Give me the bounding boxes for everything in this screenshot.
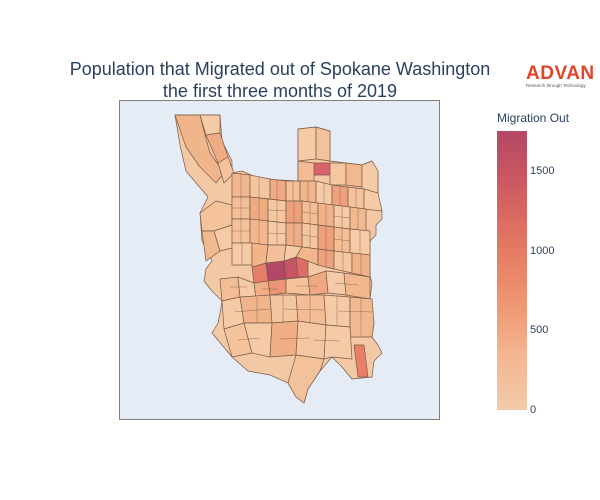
tract-band4-c xyxy=(265,244,287,264)
advan-logo: ADVAN Research through Technology xyxy=(526,64,596,89)
map-plot-area[interactable] xyxy=(119,100,440,420)
tract-north-highlight xyxy=(313,162,331,176)
chart-title-line-1: Population that Migrated out of Spokane … xyxy=(69,59,491,79)
spokane-tract-map xyxy=(174,114,383,404)
tract-north-a xyxy=(297,126,317,162)
tract-central-mid-e xyxy=(267,278,287,296)
logo-wordmark: ADVAN xyxy=(526,63,595,84)
tract-north-d xyxy=(329,162,347,186)
tract-south-tail xyxy=(287,354,325,404)
tract-boundary-lines xyxy=(230,173,373,342)
colorbar-gradient xyxy=(497,131,527,410)
tract-north-e xyxy=(345,162,363,188)
tract-south-k xyxy=(323,324,353,360)
colorbar-tick-label: 1500 xyxy=(530,164,555,177)
tract-band1-b xyxy=(249,174,271,200)
tract-south-east-strip xyxy=(353,344,369,378)
tract-band1-c xyxy=(269,178,287,202)
tract-north-f xyxy=(361,160,379,194)
tract-band1-i xyxy=(363,188,383,212)
tract-north-b xyxy=(315,126,331,162)
colorbar-tick-label: 0 xyxy=(530,404,537,416)
colorbar-tick-label: 1000 xyxy=(530,244,555,257)
chart-title: Population that Migrated out of Spokane … xyxy=(30,58,530,102)
tract-south-f xyxy=(349,296,375,338)
tract-band4-e xyxy=(295,246,319,266)
colorbar-tick-label: 500 xyxy=(530,324,549,337)
tract-band4-b xyxy=(251,242,269,268)
chart-title-line-2: the first three months of 2019 xyxy=(162,81,398,101)
tract-south-j xyxy=(295,320,327,360)
logo-tagline: Research through Technology xyxy=(526,83,586,88)
tract-central-peak-a xyxy=(265,260,287,282)
tract-band5-g xyxy=(343,272,371,300)
tract-north-c xyxy=(297,160,315,182)
colorbar-title: Migration Out xyxy=(497,111,570,125)
